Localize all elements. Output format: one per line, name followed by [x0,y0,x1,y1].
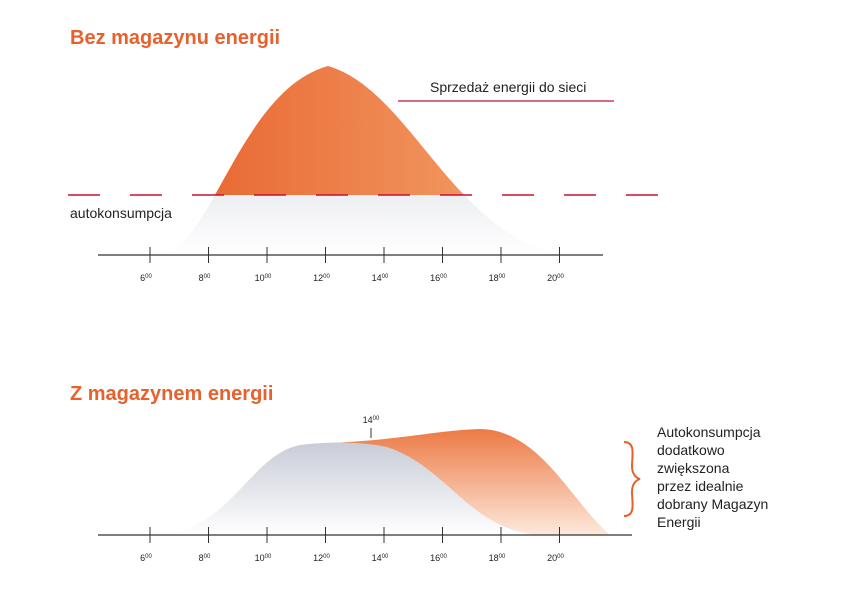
hour-top-tick-label: 1600 [430,273,447,283]
storage-note-line: przez idealnie [657,478,744,494]
panel-title-without-storage: Bez magazynu energii [70,27,281,49]
storage-note: Autokonsumpcja dodatkowo zwiększona prze… [657,423,837,531]
storage-note-line: dodatkowo [657,442,725,458]
self-consumption-label: autokonsumpcja [70,205,172,221]
hour-top-tick-label: 1000 [255,273,272,283]
hour-bottom-tick-label: 600 [140,553,152,563]
hour-bottom-tick-label: 1200 [313,553,330,563]
time-axis-ticks-bottom: 600 800 1000 1200 1400 1600 1800 2000 [140,527,565,563]
self-consumption-area [160,195,560,255]
hour-top-tick-label: 600 [140,273,152,283]
grid-sale-area [214,66,465,195]
hour-top-tick-label: 800 [199,273,211,283]
curly-brace-icon [623,441,641,517]
grid-sale-label: Sprzedaż energii do sieci [430,79,587,95]
panel-title-with-storage: Z magazynem energii [70,383,274,405]
hour-top-tick-label: 2000 [547,273,564,283]
hour-bottom-tick-label: 1000 [255,553,272,563]
hour-top-tick-label: 1200 [313,273,330,283]
storage-note-line: dobrany Magazyn [657,496,769,512]
storage-note-line: Energii [657,514,701,530]
self-consumption-area-bottom [160,442,540,535]
time-axis-ticks-top: 600 800 1000 1200 1400 1600 1800 2000 [140,247,565,283]
hour-bottom-tick-label: 800 [199,553,211,563]
hour-top-tick-label: 1400 [372,273,389,283]
time-marker-label: 1400 [363,415,380,425]
hour-bottom-tick-label: 2000 [547,553,564,563]
storage-note-line: Autokonsumpcja [657,424,761,440]
hour-bottom-tick-label: 1400 [372,553,389,563]
storage-note-line: zwiększona [657,460,730,476]
hour-top-tick-label: 1800 [489,273,506,283]
hour-bottom-tick-label: 1600 [430,553,447,563]
hour-bottom-tick-label: 1800 [489,553,506,563]
